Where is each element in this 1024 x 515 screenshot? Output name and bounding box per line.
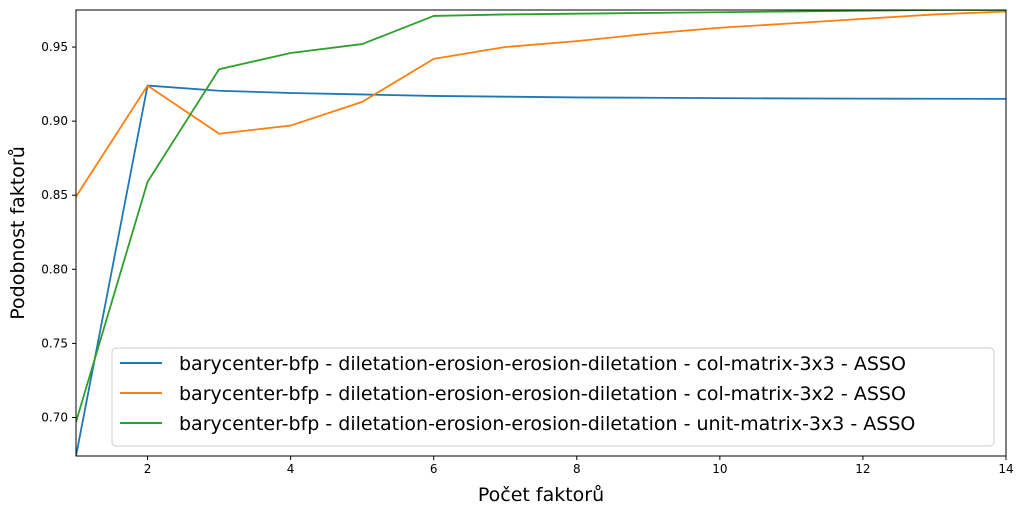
series-line-1 (76, 84, 1006, 456)
y-axis-label: Podobnost faktorů (7, 146, 29, 319)
legend: barycenter-bfp - diletation-erosion-eros… (111, 347, 995, 447)
y-tick-label: 0.90 (41, 114, 68, 128)
legend-label-1: barycenter-bfp - diletation-erosion-eros… (179, 353, 906, 375)
x-tick-label: 4 (287, 462, 295, 476)
series-layer (76, 10, 1006, 456)
x-tick-label: 2 (144, 462, 152, 476)
x-tick-label: 14 (998, 462, 1013, 476)
ticks-layer: 2 4 6 8 10 12 14 0.70 0.75 0.80 0.85 0.90 0.95 (41, 40, 1013, 476)
plot-frame (75, 9, 1007, 457)
y-tick-label: 0.80 (41, 262, 68, 276)
x-axis-label: Počet faktorů (478, 484, 604, 506)
y-tick-label: 0.70 (41, 410, 68, 424)
series-line-3 (76, 10, 1006, 423)
x-tick-label: 10 (712, 462, 727, 476)
x-tick-label: 8 (573, 462, 581, 476)
y-tick-label: 0.85 (41, 188, 68, 202)
legend-frame (111, 347, 995, 447)
legend-label-3: barycenter-bfp - diletation-erosion-eros… (179, 413, 915, 435)
y-tick-label: 0.75 (41, 336, 68, 350)
series-line-2 (76, 10, 1006, 198)
legend-label-2: barycenter-bfp - diletation-erosion-eros… (179, 383, 906, 405)
x-tick-label: 6 (430, 462, 438, 476)
y-tick-label: 0.95 (41, 40, 68, 54)
x-tick-label: 12 (855, 462, 870, 476)
